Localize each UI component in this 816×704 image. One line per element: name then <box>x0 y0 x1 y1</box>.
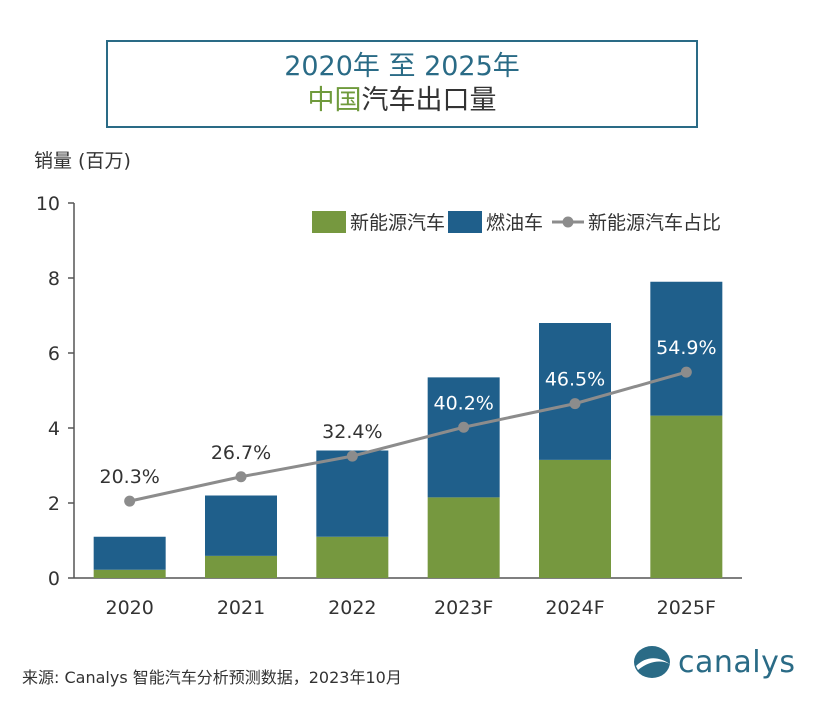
legend-ev-label: 新能源汽车 <box>350 212 445 234</box>
bar-ev <box>539 459 611 578</box>
bar-ice <box>427 377 500 498</box>
share-point <box>680 366 692 378</box>
chart-subtitle-rest: 汽车出口量 <box>361 85 497 116</box>
source-footnote: 来源: Canalys 智能汽车分析预测数据，2023年10月 <box>22 668 402 687</box>
chart-area: 0 2 4 6 8 10 2020 2021 2022 2023F 2024F 2025F 20.3% 2… <box>36 193 742 619</box>
legend-share-marker <box>562 216 574 228</box>
share-data-label: 26.7% <box>211 442 271 464</box>
bar-ev <box>427 497 500 578</box>
share-point <box>569 398 581 410</box>
y-tick-label: 4 <box>48 418 60 440</box>
y-tick-label: 8 <box>48 268 60 290</box>
legend-ice-swatch <box>448 211 482 233</box>
canalys-logo-text: canalys <box>678 644 796 680</box>
chart-title-box: 2020年 至 2025年 中国汽车出口量 <box>106 40 698 128</box>
share-point <box>124 495 136 507</box>
bar-ice <box>650 281 723 416</box>
y-tick-label: 0 <box>48 568 60 590</box>
share-data-label: 54.9% <box>656 337 716 359</box>
y-tick-label: 2 <box>48 493 60 515</box>
share-point <box>235 471 247 483</box>
share-data-label: 40.2% <box>433 392 493 414</box>
bar-ev <box>650 415 723 578</box>
share-data-label: 32.4% <box>322 421 382 443</box>
bar-ice <box>539 323 611 460</box>
share-data-label: 46.5% <box>545 369 605 391</box>
legend-ice-label: 燃油车 <box>486 212 543 234</box>
bar-ice <box>316 450 389 537</box>
share-line <box>129 370 687 503</box>
bar-ice <box>93 536 166 570</box>
legend-share-label: 新能源汽车占比 <box>588 212 721 234</box>
legend-ev-swatch <box>312 211 346 233</box>
x-tick-label: 2024F <box>545 597 604 619</box>
share-point <box>346 450 358 462</box>
x-tick-label: 2025F <box>657 597 716 619</box>
x-tick-label: 2021 <box>217 597 265 619</box>
canalys-logo-icon <box>634 646 670 678</box>
chart-subtitle: 中国汽车出口量 <box>308 84 497 118</box>
y-tick-label: 10 <box>36 193 60 215</box>
canalys-logo: canalys <box>632 640 796 684</box>
x-tick-label: 2022 <box>328 597 376 619</box>
share-point <box>458 421 470 433</box>
share-data-label: 20.3% <box>99 466 159 488</box>
bar-ice <box>205 495 277 556</box>
bar-ev <box>316 536 389 578</box>
chart-subtitle-highlight: 中国 <box>307 85 362 116</box>
bar-ev <box>93 569 166 578</box>
bar-ev <box>205 555 277 578</box>
y-tick-label: 6 <box>48 343 60 365</box>
x-tick-label: 2020 <box>105 597 153 619</box>
y-axis-label: 销量 (百万) <box>34 150 131 172</box>
chart-title: 2020年 至 2025年 <box>284 51 520 82</box>
x-tick-label: 2023F <box>434 597 493 619</box>
